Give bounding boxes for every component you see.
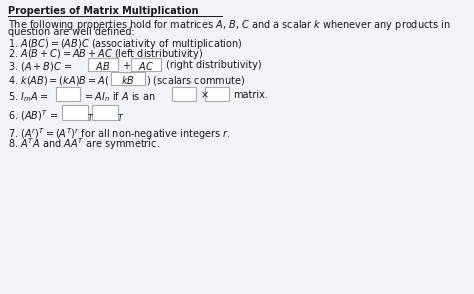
Text: (right distributivity): (right distributivity) (166, 60, 262, 70)
Text: 5. $I_m A$ =: 5. $I_m A$ = (8, 90, 49, 104)
Text: $T$: $T$ (117, 112, 124, 123)
FancyBboxPatch shape (56, 87, 80, 101)
Text: $kB$: $kB$ (121, 74, 135, 86)
Text: Properties of Matrix Multiplication: Properties of Matrix Multiplication (8, 6, 199, 16)
FancyBboxPatch shape (62, 105, 88, 120)
FancyBboxPatch shape (88, 58, 118, 71)
Text: $)$ (scalars commute): $)$ (scalars commute) (146, 74, 245, 87)
Text: 4. $k(AB) = (kA)B = A($: 4. $k(AB) = (kA)B = A($ (8, 74, 109, 87)
Text: 1. $A(BC) = (AB)C$ (associativity of multiplication): 1. $A(BC) = (AB)C$ (associativity of mul… (8, 37, 243, 51)
FancyBboxPatch shape (205, 87, 229, 101)
FancyBboxPatch shape (172, 87, 196, 101)
Text: $= AI_n$ if $A$ is an: $= AI_n$ if $A$ is an (83, 90, 155, 104)
Text: $AB$: $AB$ (95, 60, 110, 72)
Text: 6. $(AB)^T$ =: 6. $(AB)^T$ = (8, 108, 58, 123)
Text: 7. $(A^r)^T = (A^T)^r$ for all non-negative integers $r$.: 7. $(A^r)^T = (A^T)^r$ for all non-negat… (8, 126, 230, 142)
Text: 3. $(A + B)C$ =: 3. $(A + B)C$ = (8, 60, 73, 73)
Text: $T$: $T$ (87, 112, 94, 123)
Text: 2. $A(B + C) = AB + AC$ (left distributivity): 2. $A(B + C) = AB + AC$ (left distributi… (8, 47, 203, 61)
Text: $+$: $+$ (122, 60, 131, 71)
FancyBboxPatch shape (111, 71, 145, 84)
Text: The following properties hold for matrices $A$, $B$, $C$ and a scalar $k$ whenev: The following properties hold for matric… (8, 18, 451, 32)
FancyBboxPatch shape (131, 58, 161, 71)
Text: matrix.: matrix. (233, 90, 268, 100)
Text: question are well defined:: question are well defined: (8, 27, 135, 37)
Text: $AC$: $AC$ (138, 60, 154, 72)
Text: $\times$: $\times$ (200, 90, 209, 100)
FancyBboxPatch shape (92, 105, 118, 120)
Text: 8. $A^T A$ and $AA^T$ are symmetric.: 8. $A^T A$ and $AA^T$ are symmetric. (8, 136, 160, 152)
